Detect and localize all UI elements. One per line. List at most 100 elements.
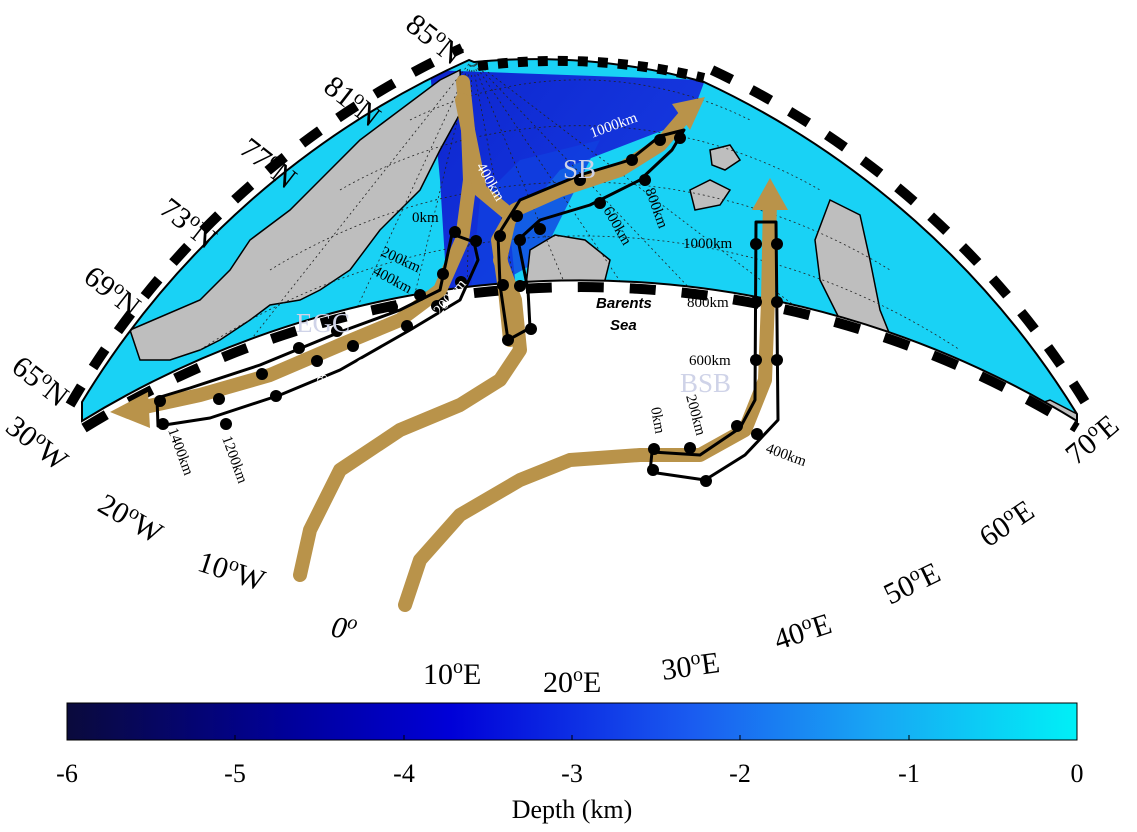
lon-label-20e: 20oE bbox=[543, 664, 601, 699]
bsb-point bbox=[750, 238, 762, 250]
bsb-point bbox=[700, 475, 712, 487]
colorbar-tick-label: -3 bbox=[561, 759, 583, 788]
egc-label: EGC bbox=[296, 308, 350, 338]
egc-point bbox=[293, 342, 305, 354]
egc-point bbox=[449, 226, 461, 238]
atlantic-band bbox=[398, 193, 777, 612]
bsb-distance-label: 800km bbox=[687, 295, 729, 311]
sb-point bbox=[654, 134, 666, 146]
colorbar-tick-label: -4 bbox=[393, 759, 415, 788]
colorbar-ticks bbox=[66, 735, 1078, 740]
iceland-sea-label-line2: Sea bbox=[265, 474, 292, 491]
greenland-sea-label-line1: Greenland bbox=[385, 371, 460, 388]
frame-ticks-right bbox=[709, 65, 1095, 413]
greenland-land bbox=[129, 68, 463, 361]
egc-point bbox=[470, 235, 482, 247]
bsb-point bbox=[771, 354, 783, 366]
longitude-labels: 30oW 20oW 10oW 0o 10oE 20oE 30oE 40oE 50… bbox=[0, 408, 1125, 699]
egc-point bbox=[431, 300, 443, 312]
egc-point bbox=[331, 325, 343, 337]
lon-label-30e: 30oE bbox=[659, 644, 722, 687]
egc-arrowhead bbox=[110, 392, 150, 428]
greenland-sea-label-line2: Sea bbox=[418, 391, 445, 408]
bsb-distance-label: 200km bbox=[682, 393, 708, 438]
frame-ticks-bottom bbox=[81, 282, 1080, 433]
colorbar-ramp bbox=[66, 702, 1078, 741]
lat-label-69: 69oN bbox=[78, 258, 148, 324]
sb-arrowhead bbox=[672, 97, 705, 130]
bsb-label: BSB bbox=[680, 368, 731, 398]
barents-sea-label-line1: Barents bbox=[596, 295, 652, 312]
egc-point bbox=[220, 418, 232, 430]
barents-sea-label-line2: Sea bbox=[610, 317, 637, 334]
lat-label-85: 85oN bbox=[400, 6, 470, 72]
lat-label-77: 77oN bbox=[234, 130, 304, 196]
egc-point bbox=[347, 340, 359, 352]
egc-point bbox=[437, 268, 449, 280]
lon-label-60e: 60oE bbox=[972, 492, 1040, 554]
lon-label-0: 0o bbox=[329, 608, 360, 647]
sb-point bbox=[639, 174, 651, 186]
sb-point bbox=[534, 223, 546, 235]
lon-label-30w: 30oW bbox=[0, 408, 76, 478]
lon-label-50e: 50oE bbox=[878, 554, 946, 611]
bsb-distance-label: 1000km bbox=[683, 236, 733, 252]
egc-distance-label: 1400km bbox=[164, 426, 196, 478]
colorbar-tick-label: -2 bbox=[729, 759, 751, 788]
lon-label-40e: 40oE bbox=[769, 605, 835, 656]
sb-point bbox=[574, 174, 586, 186]
bsb-point bbox=[731, 420, 743, 432]
bsb-distance-label: 400km bbox=[764, 441, 809, 470]
sb-point bbox=[494, 230, 506, 242]
sb-point bbox=[514, 234, 526, 246]
bsb-point bbox=[771, 296, 783, 308]
sb-point bbox=[525, 323, 537, 335]
egc-point bbox=[386, 301, 398, 313]
current-arrowheads bbox=[110, 97, 788, 428]
sb-point bbox=[497, 279, 509, 291]
sb-point bbox=[502, 334, 514, 346]
franz-josef-land bbox=[689, 144, 742, 211]
egc-point bbox=[455, 276, 467, 288]
colorbar-title: Depth (km) bbox=[512, 795, 633, 824]
sb-label: SB bbox=[563, 154, 596, 184]
bsb-point bbox=[771, 238, 783, 250]
egc-point bbox=[157, 418, 169, 430]
sb-section-box bbox=[496, 128, 686, 342]
colorbar: -6 -5 -4 -3 -2 -1 0 Depth (km) bbox=[56, 702, 1084, 824]
colorbar-tick-label: -1 bbox=[898, 759, 920, 788]
egc-outer-band bbox=[293, 93, 527, 582]
sb-distance-label: 0km bbox=[470, 346, 497, 362]
colorbar-tick-label: 0 bbox=[1071, 759, 1084, 788]
egc-distance-label: 800km bbox=[313, 372, 348, 416]
frame-ticks-left bbox=[65, 43, 465, 408]
egc-distance-label: 1000km bbox=[277, 399, 316, 450]
sb-point bbox=[511, 210, 523, 222]
egc-point bbox=[270, 390, 282, 402]
colorbar-tick-label: -6 bbox=[56, 759, 78, 788]
egc-point bbox=[414, 289, 426, 301]
lon-label-10w: 10oW bbox=[194, 543, 270, 598]
map-body bbox=[65, 43, 1095, 433]
egc-point bbox=[311, 355, 323, 367]
sb-point bbox=[514, 280, 526, 292]
colorbar-tick-label: -5 bbox=[224, 759, 246, 788]
bsb-point bbox=[750, 296, 762, 308]
bsb-point bbox=[684, 442, 696, 454]
sb-point bbox=[594, 197, 606, 209]
lon-label-20w: 20oW bbox=[93, 486, 170, 551]
egc-point bbox=[154, 395, 166, 407]
iceland-sea-label-line1: Iceland bbox=[250, 454, 303, 471]
sb-point bbox=[626, 154, 638, 166]
bsb-arrowhead bbox=[752, 178, 788, 210]
egc-point bbox=[256, 368, 268, 380]
egc-point bbox=[401, 320, 413, 332]
bsb-distance-label: 0km bbox=[647, 406, 667, 435]
sb-point bbox=[674, 132, 686, 144]
lon-label-10e: 10oE bbox=[423, 656, 481, 691]
bsb-point bbox=[750, 354, 762, 366]
egc-distance-label: 600km bbox=[352, 356, 387, 400]
egc-point bbox=[213, 393, 225, 405]
bsb-distance-label: 600km bbox=[689, 353, 731, 369]
